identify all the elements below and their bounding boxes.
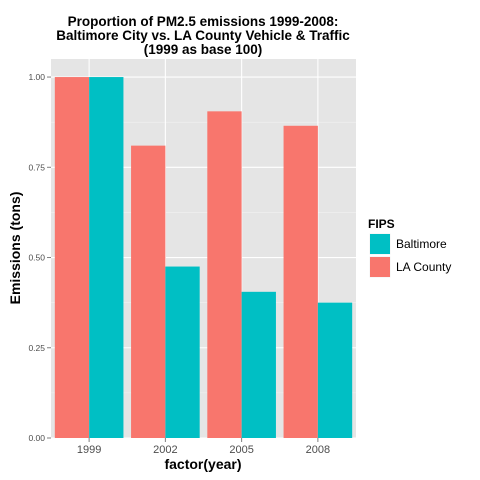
bar-la-county-2002 bbox=[131, 145, 166, 438]
x-tick-label: 1999 bbox=[77, 444, 101, 456]
bars bbox=[54, 77, 353, 439]
x-tick-label: 2002 bbox=[153, 444, 177, 456]
legend-swatch-baltimore bbox=[370, 234, 390, 254]
bar-baltimore-2008 bbox=[317, 302, 353, 438]
bar-la-county-2008 bbox=[283, 125, 318, 439]
chart-title: Proportion of PM2.5 emissions 1999-2008:… bbox=[56, 14, 350, 57]
y-axis: 0.00 0.25 0.50 0.75 1.00 bbox=[28, 72, 51, 443]
legend-label-la-county: LA County bbox=[396, 260, 451, 274]
y-tick-label: 0.25 bbox=[28, 343, 45, 353]
legend-swatch-la-county bbox=[370, 257, 390, 277]
bar-baltimore-1999 bbox=[89, 77, 124, 439]
legend-label-baltimore: Baltimore bbox=[396, 237, 447, 251]
y-axis-title: Emissions (tons) bbox=[7, 192, 23, 305]
chart-title-line-1: Proportion of PM2.5 emissions 1999-2008: bbox=[68, 14, 339, 29]
x-tick-label: 2005 bbox=[229, 444, 253, 456]
legend: FIPS Baltimore LA County bbox=[368, 217, 451, 279]
y-tick-label: 0.75 bbox=[28, 162, 45, 172]
bar-baltimore-2005 bbox=[241, 291, 276, 438]
y-tick-label: 0.50 bbox=[28, 253, 45, 263]
x-axis-title: factor(year) bbox=[164, 456, 241, 472]
y-tick-label: 1.00 bbox=[28, 72, 45, 82]
bar-la-county-1999 bbox=[54, 77, 90, 439]
chart-title-line-3: (1999 as base 100) bbox=[144, 42, 263, 57]
bar-baltimore-2002 bbox=[165, 266, 200, 438]
x-tick-label: 2008 bbox=[306, 444, 330, 456]
y-tick-label: 0.00 bbox=[28, 433, 45, 443]
chart-title-line-2: Baltimore City vs. LA County Vehicle & T… bbox=[56, 28, 350, 43]
legend-title: FIPS bbox=[368, 217, 395, 231]
bar-la-county-2005 bbox=[207, 111, 242, 438]
x-axis: 1999 2002 2005 2008 bbox=[77, 438, 330, 456]
